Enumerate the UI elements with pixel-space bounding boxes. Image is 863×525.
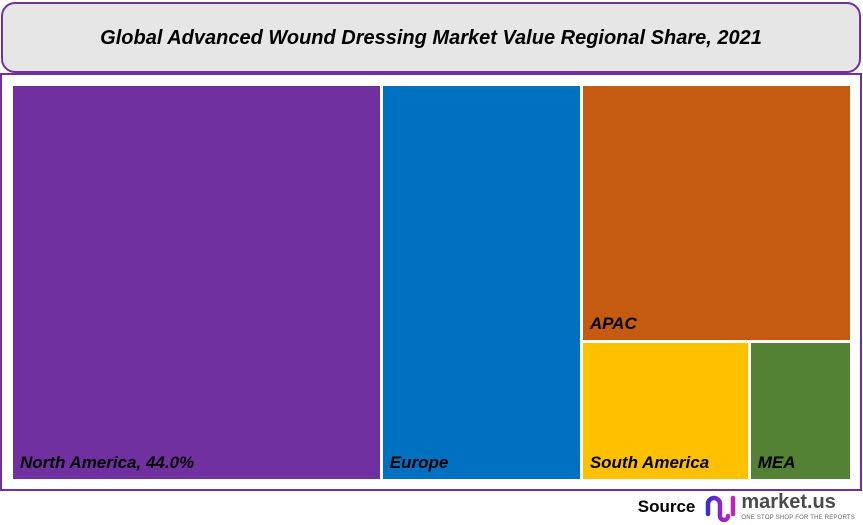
tile-label: MEA	[757, 452, 796, 472]
source-credit: Source market.us ONE STOP SHOP FOR THE R…	[638, 490, 855, 524]
brand-name: market.us	[741, 491, 836, 513]
tile-label: APAC	[589, 314, 637, 334]
treemap: North America, 44.0% Europe APAC South Amer…	[13, 86, 850, 479]
tile-mea: MEA	[750, 343, 850, 479]
tile-north-america: North America, 44.0%	[13, 86, 380, 479]
title-box: Global Advanced Wound Dressing Market Va…	[1, 2, 861, 73]
chart-title: Global Advanced Wound Dressing Market Va…	[100, 26, 762, 49]
market-us-logo-icon	[706, 495, 736, 522]
tile-label: South America	[589, 452, 710, 472]
tile-europe: Europe	[382, 86, 580, 479]
tile-south-america: South America	[582, 343, 748, 479]
tile-label: Europe	[389, 453, 449, 472]
tile-label: North America, 44.0%	[20, 453, 195, 472]
tile-apac: APAC	[582, 86, 850, 341]
market-us-logo: market.us ONE STOP SHOP FOR THE REPORTS	[705, 492, 855, 522]
brand-tagline: ONE STOP SHOP FOR THE REPORTS	[741, 515, 855, 521]
source-label: Source	[637, 497, 696, 516]
chart-frame: North America, 44.0% Europe APAC South Amer…	[0, 73, 862, 491]
